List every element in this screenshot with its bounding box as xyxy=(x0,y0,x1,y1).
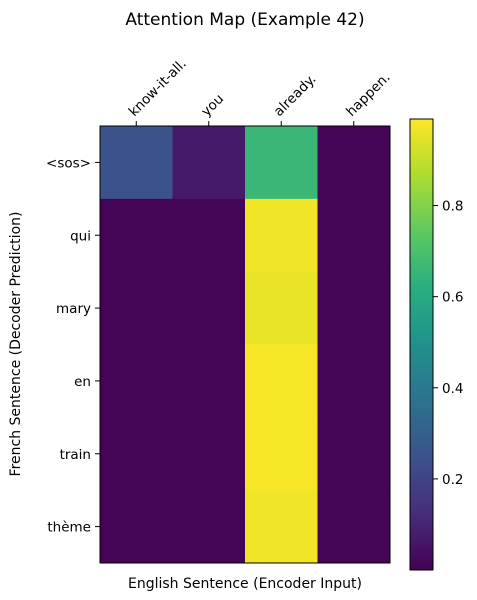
y-tick-label: thème xyxy=(47,520,91,536)
colorbar xyxy=(409,118,434,571)
heatmap-cell xyxy=(100,417,173,491)
heatmap-cell xyxy=(100,126,173,200)
heatmap-cell xyxy=(245,490,318,564)
y-axis-ticks: <sos> qui mary en train thème xyxy=(46,155,100,536)
heatmap-cell xyxy=(100,198,173,273)
y-axis-label: French Sentence (Decoder Prediction) xyxy=(8,212,24,477)
heatmap-cell xyxy=(245,198,318,273)
colorbar-tick-label: 0.6 xyxy=(442,290,463,306)
heatmap-cell xyxy=(172,490,246,564)
heatmap-cell xyxy=(317,490,391,564)
heatmap-cell xyxy=(100,271,173,345)
x-tick-label: know-it-all. xyxy=(126,56,190,120)
y-tick-label: en xyxy=(74,374,91,390)
colorbar-tick-label: 0.4 xyxy=(442,381,463,397)
heatmap-cells xyxy=(100,126,391,564)
heatmap-cell xyxy=(172,344,246,418)
x-tick-label: already. xyxy=(271,71,320,120)
heatmap-cell xyxy=(317,198,391,273)
heatmap-cell xyxy=(245,126,318,200)
plot-frame xyxy=(99,125,391,564)
y-tick-label: qui xyxy=(70,228,91,244)
y-tick-label: train xyxy=(60,447,91,463)
heatmap-cell xyxy=(172,271,246,345)
colorbar-tick-label: 0.2 xyxy=(442,472,463,488)
heatmap-cell xyxy=(100,344,173,418)
x-axis-ticks: know-it-all. you already. happen. xyxy=(126,56,394,126)
x-tick-label: you xyxy=(198,91,227,120)
heatmap-cell xyxy=(172,417,246,491)
chart-title: Attention Map (Example 42) xyxy=(125,10,364,30)
x-axis-label: English Sentence (Encoder Input) xyxy=(128,576,362,592)
heatmap-cell xyxy=(317,271,391,345)
y-tick-label: mary xyxy=(56,301,91,317)
colorbar-ticks: 0.2 0.4 0.6 0.8 xyxy=(433,199,463,488)
heatmap-cell xyxy=(172,198,246,273)
heatmap-cell xyxy=(317,344,391,418)
colorbar-tick-label: 0.8 xyxy=(442,199,463,215)
heatmap-cell xyxy=(245,344,318,418)
x-tick-label: happen. xyxy=(343,70,393,120)
y-tick-label: <sos> xyxy=(46,155,91,171)
heatmap-cell xyxy=(245,417,318,491)
heatmap-cell xyxy=(317,126,391,200)
heatmap-cell xyxy=(245,271,318,345)
heatmap-cell xyxy=(100,490,173,564)
heatmap-cell xyxy=(172,126,246,200)
heatmap-cell xyxy=(317,417,391,491)
